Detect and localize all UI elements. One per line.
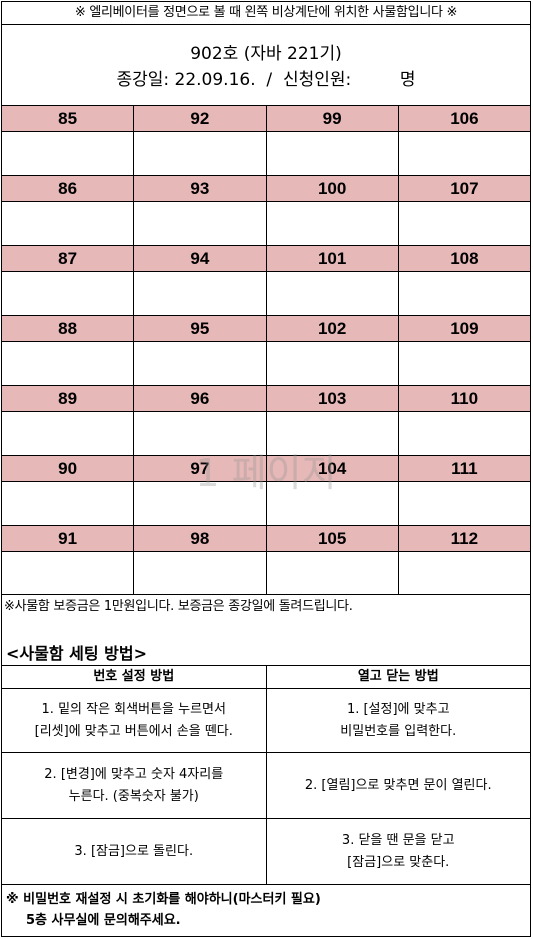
locker-number: 98 [134, 526, 267, 551]
locker-name-slot [399, 412, 530, 455]
locker-number: 104 [267, 456, 399, 481]
locker-name-slot [134, 272, 267, 315]
locker-name-row [2, 342, 530, 385]
locker-number: 94 [134, 246, 267, 271]
room-info: 902호 (자바 221기) 종강일: 22.09.16. / 신청인원: 명 [2, 25, 530, 105]
locker-number: 100 [267, 176, 399, 201]
locker-number: 91 [2, 526, 135, 551]
locker-number: 96 [134, 386, 267, 411]
locker-name-row [2, 412, 530, 455]
step-right-1: 1. [설정]에 맞추고 비밀번호를 입력한다. [265, 688, 530, 753]
setting-table: 번호 설정 방법 열고 닫는 방법 1. 밑의 작은 회색버튼을 누르면서 [리… [2, 665, 530, 885]
locker-name-slot [267, 342, 399, 385]
locker-name-slot [267, 552, 399, 595]
locker-number: 109 [450, 319, 479, 338]
step-left-1: 1. 밑의 작은 회색버튼을 누르면서 [리셋]에 맞추고 버튼에서 손을 뗀다… [2, 688, 267, 753]
locker-number: 112 [450, 529, 479, 548]
locker-number-row: 90 97 104 111 [2, 455, 530, 482]
locker-number: 93 [134, 176, 267, 201]
locker-name-slot [134, 132, 267, 175]
locker-name-slot [2, 482, 135, 525]
locker-number: 105 [267, 526, 399, 551]
reset-notice-line2: 5층 사무실에 문의해주세요. [26, 913, 181, 928]
locker-name-row [2, 272, 530, 315]
location-notice: ※ 엘리베이터를 정면으로 볼 때 왼쪽 비상계단에 위치한 사물함입니다 ※ [2, 2, 530, 25]
locker-name-slot [399, 342, 530, 385]
locker-name-slot [134, 552, 267, 595]
locker-number: 85 [2, 106, 135, 131]
locker-name-slot [399, 132, 530, 175]
locker-name-row [2, 552, 530, 595]
locker-number: 99 [267, 106, 399, 131]
locker-name-row [2, 482, 530, 525]
deposit-note: ※사물함 보증금은 1만원입니다. 보증금은 종강일에 돌려드립니다. [2, 594, 530, 618]
locker-name-slot [267, 272, 399, 315]
locker-number-row: 86 93 100 107 [2, 175, 530, 202]
locker-number: 95 [134, 316, 267, 341]
locker-grid: 85 92 99 106 86 93 100 107 87 94 101 108 88 95 102 109 8… [2, 105, 530, 595]
locker-number: 111 [451, 459, 478, 478]
locker-name-slot [2, 342, 135, 385]
locker-number: 108 [450, 249, 479, 268]
step-right-2: 2. [열림]으로 맞추면 문이 열린다. [265, 752, 530, 819]
locker-name-slot [2, 202, 135, 245]
locker-name-slot [134, 202, 267, 245]
locker-name-slot [267, 132, 399, 175]
locker-number: 86 [2, 176, 135, 201]
locker-number-row: 85 92 99 106 [2, 105, 530, 132]
setting-title: <사물함 세팅 방법> [6, 644, 147, 663]
locker-name-slot [134, 342, 267, 385]
locker-name-slot [2, 412, 135, 455]
locker-number-row: 89 96 103 110 [2, 385, 530, 412]
locker-name-row [2, 132, 530, 175]
locker-name-row [2, 202, 530, 245]
locker-name-slot [134, 482, 267, 525]
locker-name-slot [2, 272, 135, 315]
locker-number: 101 [267, 246, 399, 271]
locker-number-row: 87 94 101 108 [2, 245, 530, 272]
reset-notice-line1: ※ 비밀번호 재설정 시 초기화를 해야하니(마스터키 필요) [6, 892, 321, 907]
locker-number: 107 [450, 179, 479, 198]
locker-name-slot [134, 412, 267, 455]
locker-number: 102 [267, 316, 399, 341]
locker-number: 89 [2, 386, 135, 411]
end-date-line: 종강일: 22.09.16. / 신청인원: 명 [116, 70, 416, 90]
locker-name-slot [267, 482, 399, 525]
locker-number: 106 [450, 109, 479, 128]
header-number-setting: 번호 설정 방법 [2, 665, 267, 689]
locker-number: 90 [2, 456, 135, 481]
step-right-3: 3. 닫을 땐 문을 닫고 [잠금]으로 맞춘다. [265, 818, 530, 885]
locker-name-slot [267, 202, 399, 245]
header-open-close: 열고 닫는 방법 [265, 665, 530, 689]
locker-name-slot [2, 552, 135, 595]
locker-name-slot [399, 272, 530, 315]
locker-number: 92 [134, 106, 267, 131]
locker-number: 87 [2, 246, 135, 271]
locker-name-slot [399, 552, 530, 595]
locker-number: 88 [2, 316, 135, 341]
step-left-3: 3. [잠금]으로 돌린다. [2, 818, 267, 885]
locker-number-row: 88 95 102 109 [2, 315, 530, 342]
locker-number: 103 [267, 386, 399, 411]
locker-name-slot [267, 412, 399, 455]
locker-number: 97 [134, 456, 267, 481]
locker-name-slot [2, 132, 135, 175]
locker-number: 110 [450, 389, 479, 408]
locker-number-row: 91 98 105 112 [2, 525, 530, 552]
locker-name-slot [399, 482, 530, 525]
step-left-2: 2. [변경]에 맞추고 숫자 4자리를 누른다. (중복숫자 불가) [2, 752, 267, 819]
locker-name-slot [399, 202, 530, 245]
room-title: 902호 (자바 221기) [190, 44, 342, 64]
reset-notice: ※ 비밀번호 재설정 시 초기화를 해야하니(마스터키 필요) 5층 사무실에 … [6, 889, 321, 931]
